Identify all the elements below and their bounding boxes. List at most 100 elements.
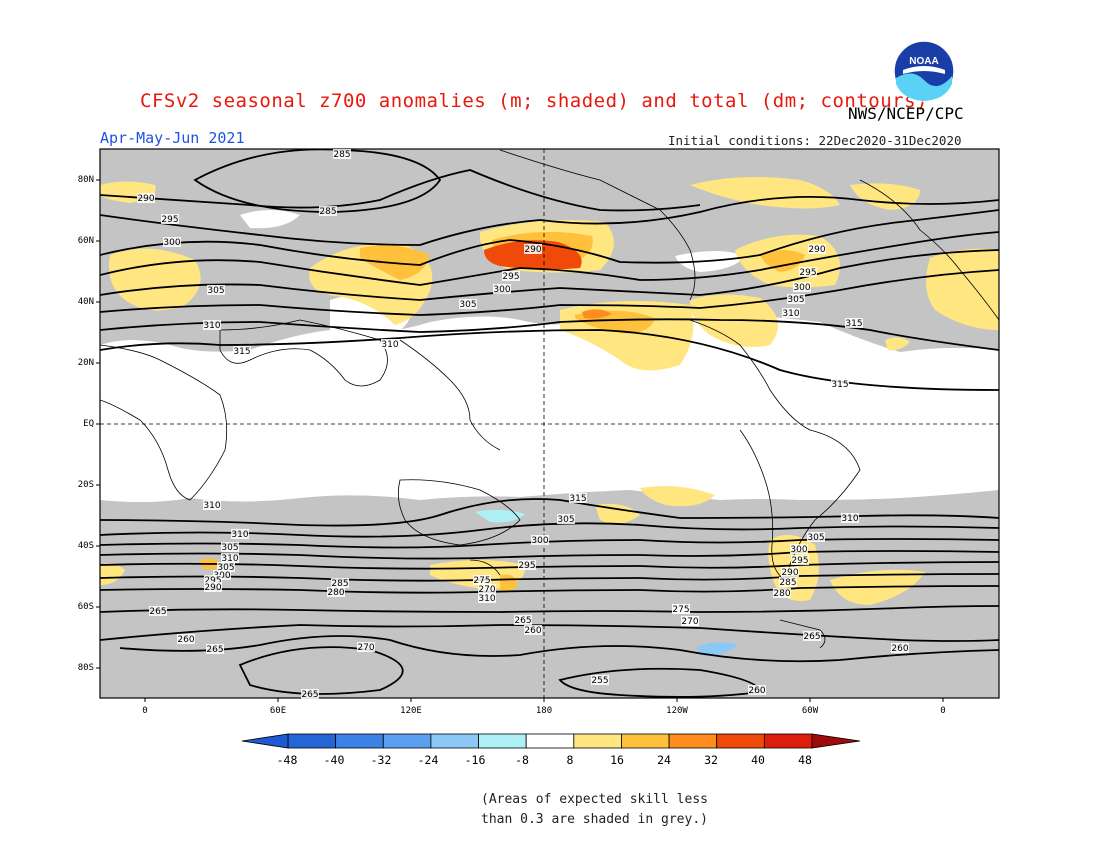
colorbar-label: 40 — [751, 753, 765, 767]
contour-label: 295 — [204, 576, 221, 586]
lat-label: 40S — [77, 541, 94, 551]
map-title: CFSv2 seasonal z700 anomalies (m; shaded… — [140, 90, 928, 112]
contour-label: 310 — [782, 309, 799, 319]
contour-label: 295 — [161, 215, 178, 225]
contour-label: 305 — [217, 563, 234, 573]
colorbar-swatch — [335, 733, 384, 749]
contour-label: 285 — [779, 578, 796, 588]
contour-label: 305 — [207, 286, 224, 296]
skill-footnote-line1: (Areas of expected skill less — [481, 792, 708, 807]
negative-anomaly-regions — [475, 509, 738, 656]
contour-label: 315 — [233, 347, 250, 357]
contour-label: 280 — [773, 589, 790, 599]
season-label: Apr-May-Jun 2021 — [100, 129, 245, 147]
colorbar-swatch — [573, 733, 622, 749]
contour-label: 300 — [790, 545, 807, 555]
contour-label: 300 — [531, 536, 548, 546]
lat-label: EQ — [83, 419, 94, 429]
colorbar-label: -40 — [323, 753, 345, 767]
lon-label: 180 — [535, 706, 553, 716]
lat-label: 40N — [77, 297, 94, 307]
contour-label: 315 — [831, 380, 848, 390]
contour-label: 260 — [748, 686, 765, 696]
contour-label: 285 — [331, 579, 348, 589]
colorbar-label: -48 — [276, 753, 298, 767]
contour-label: 310 — [381, 340, 398, 350]
contour-label: 270 — [357, 643, 374, 653]
svg-text:NOAA: NOAA — [909, 56, 938, 67]
colorbar-swatch — [668, 733, 718, 749]
contour-label: 295 — [502, 272, 519, 282]
colorbar-swatch — [763, 733, 813, 749]
colorbar-swatch — [621, 733, 670, 749]
contour-label: 270 — [478, 585, 495, 595]
contour-label: 295 — [799, 268, 816, 278]
contour-label: 290 — [524, 245, 541, 255]
lon-label: 120W — [666, 706, 688, 716]
contour-label: 260 — [891, 644, 908, 654]
colorbar-swatch — [430, 733, 479, 749]
lon-label: 60E — [269, 706, 287, 716]
colorbar-swatch — [525, 733, 575, 749]
colorbar-right-arrow — [811, 733, 861, 749]
colorbar-label: 8 — [566, 753, 574, 767]
lat-label: 20S — [77, 480, 94, 490]
positive-anomaly-regions — [100, 176, 999, 605]
contour-label: 285 — [319, 207, 336, 217]
lat-label: 20N — [77, 358, 94, 368]
contour-label: 310 — [231, 530, 248, 540]
coastlines — [100, 149, 999, 649]
colorbar-label: -24 — [417, 753, 439, 767]
contour-label: 285 — [333, 150, 350, 160]
contour-label: 305 — [557, 515, 574, 525]
colorbar-label: 48 — [798, 753, 812, 767]
contour-label: 300 — [493, 285, 510, 295]
colorbar-label: -32 — [370, 753, 392, 767]
skill-footnote-line2: than 0.3 are shaded in grey.) — [481, 812, 708, 827]
contour-label: 275 — [672, 605, 689, 615]
colorbar-left-arrow — [241, 733, 289, 749]
contour-label: 295 — [518, 561, 535, 571]
contour-label: 315 — [845, 319, 862, 329]
contour-label: 280 — [327, 588, 344, 598]
contour-label: 255 — [591, 676, 608, 686]
colorbar-swatch — [478, 733, 527, 749]
contour-label: 260 — [524, 626, 541, 636]
contour-label: 290 — [781, 568, 798, 578]
contour-label: 265 — [206, 645, 223, 655]
contour-label: 265 — [301, 690, 318, 700]
lon-label: 120E — [400, 706, 422, 716]
contour-label: 300 — [213, 571, 230, 581]
contour-label: 275 — [473, 576, 490, 586]
contour-label: 310 — [478, 594, 495, 604]
contour-label: 265 — [149, 607, 166, 617]
contour-labels: 2852852902953003053103152902953003053102… — [137, 149, 909, 700]
contour-label: 295 — [791, 556, 808, 566]
lon-label: 60W — [801, 706, 819, 716]
contour-label: 265 — [803, 632, 820, 642]
contour-label: 290 — [204, 583, 221, 593]
noaa-logo: NOAA — [893, 40, 955, 102]
agency-label: NWS/NCEP/CPC — [848, 104, 964, 123]
contour-label: 300 — [163, 238, 180, 248]
lon-label: 0 — [940, 706, 946, 716]
contour-label: 300 — [793, 283, 810, 293]
lat-label: 80N — [77, 175, 94, 185]
colorbar-label: 16 — [610, 753, 624, 767]
contour-label: 265 — [514, 616, 531, 626]
contour-label: 305 — [807, 533, 824, 543]
colorbar-label: 24 — [657, 753, 671, 767]
height-contours — [100, 149, 999, 698]
initial-conditions-label: Initial conditions: 22Dec2020-31Dec2020 — [668, 133, 962, 148]
colorbar-label: -8 — [515, 753, 529, 767]
contour-label: 310 — [203, 321, 220, 331]
contour-label: 305 — [787, 295, 804, 305]
contour-label: 260 — [177, 635, 194, 645]
lat-label: 80S — [77, 663, 94, 673]
contour-label: 290 — [137, 194, 154, 204]
colorbar-label: -16 — [464, 753, 486, 767]
contour-label: 270 — [681, 617, 698, 627]
contour-label: 310 — [221, 554, 238, 564]
lat-label: 60N — [77, 236, 94, 246]
